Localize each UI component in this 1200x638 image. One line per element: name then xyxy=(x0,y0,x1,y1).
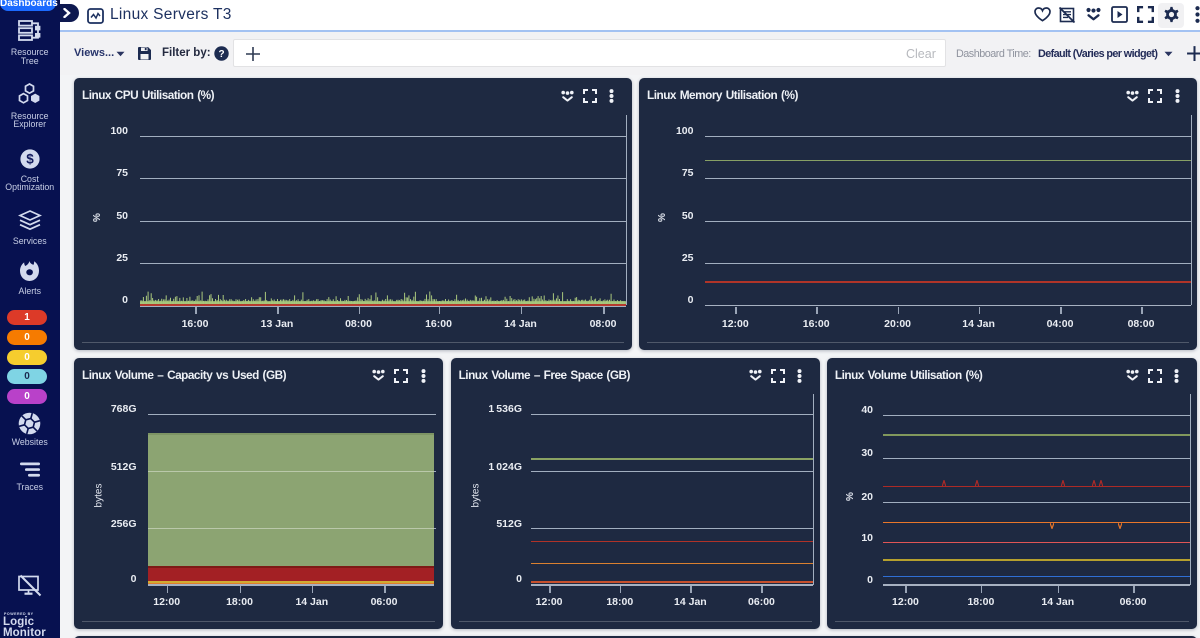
svg-text:?: ? xyxy=(218,49,224,60)
svg-text:$: $ xyxy=(26,152,34,167)
